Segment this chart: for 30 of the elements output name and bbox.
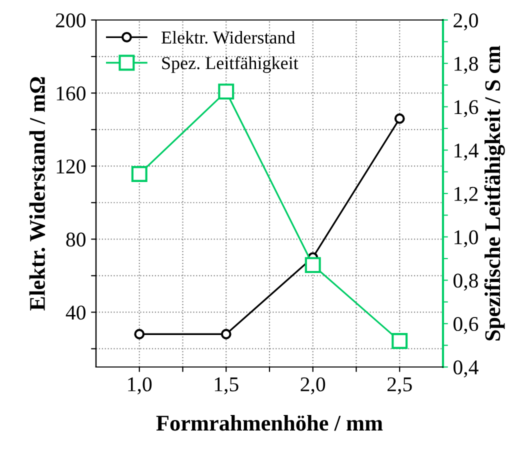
legend-label: Spez. Leitfähigkeit — [162, 56, 298, 73]
y2-tick-label: 1,4 — [454, 144, 478, 161]
x-tick-label: 1,5 — [214, 377, 238, 394]
legend-label: Elektr. Widerstand — [162, 30, 296, 44]
point — [392, 332, 408, 349]
x-tick-label: 1,0 — [128, 377, 152, 394]
y-axis-title: Elektr. Widerstand / mΩ — [29, 77, 46, 310]
y-tick-label: 40 — [66, 306, 86, 320]
y2-tick-label: 1,6 — [454, 100, 478, 118]
x-axis-title: Formrahmenhöhe / mm — [156, 415, 383, 431]
y-tick-label: 120 — [56, 159, 86, 174]
point — [134, 328, 145, 340]
y2-tick-label: 0,4 — [454, 360, 478, 378]
x-tick-label: 2,0 — [300, 377, 326, 394]
y2-tick-label: 0,8 — [454, 274, 478, 291]
y2-tick-label: 1,0 — [454, 230, 478, 248]
y-tick-label: 200 — [56, 13, 86, 28]
point — [218, 84, 234, 100]
y2-axis-title: Spezifische Leitfähigkeit / S cm — [484, 46, 505, 340]
y2-tick-label: 1,2 — [454, 186, 478, 204]
point — [304, 257, 321, 274]
y2-tick-label: 1,8 — [454, 56, 478, 74]
point — [220, 328, 232, 340]
y2-tick-label: 0,6 — [454, 317, 478, 334]
y-tick-label: 160 — [56, 86, 86, 100]
y-tick-label: 80 — [66, 232, 86, 247]
x-tick-label: 2,5 — [388, 377, 412, 394]
point — [131, 166, 148, 182]
y2-tick-label: 2,0 — [454, 13, 478, 30]
point — [394, 113, 405, 124]
